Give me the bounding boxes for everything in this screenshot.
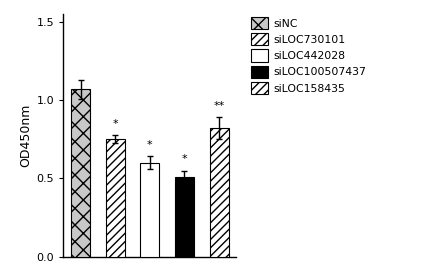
Legend: siNC, siLOC730101, siLOC442028, siLOC100507437, siLOC158435: siNC, siLOC730101, siLOC442028, siLOC100… — [249, 15, 368, 97]
Text: *: * — [181, 154, 187, 164]
Text: *: * — [112, 119, 118, 129]
Text: **: ** — [214, 101, 225, 111]
Bar — [140, 163, 160, 257]
Bar — [106, 139, 125, 257]
Text: *: * — [147, 140, 153, 150]
Bar — [209, 128, 229, 257]
Bar — [175, 177, 194, 257]
Bar — [71, 89, 90, 257]
Y-axis label: OD450nm: OD450nm — [19, 104, 32, 167]
